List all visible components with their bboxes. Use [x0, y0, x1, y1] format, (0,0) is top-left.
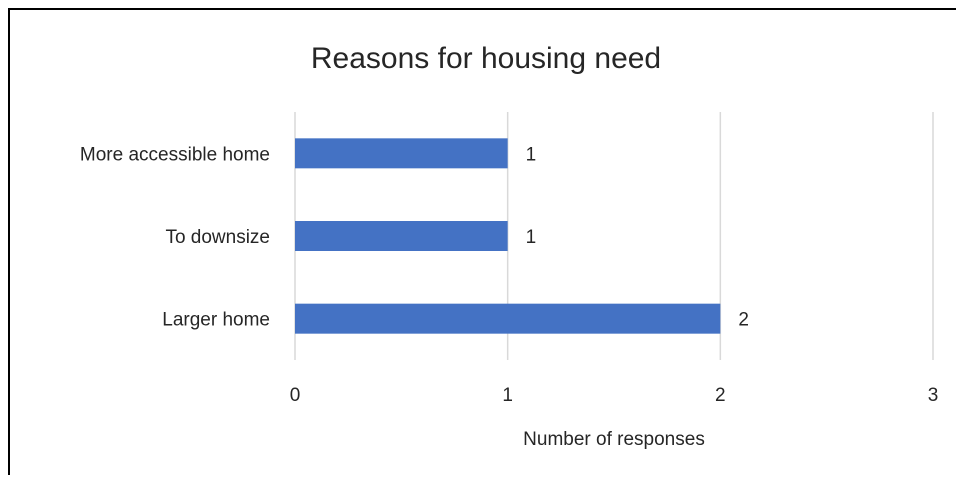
- x-axis-title: Number of responses: [523, 429, 705, 450]
- bar-0: [295, 138, 508, 169]
- data-labels: 1 1 2: [526, 144, 749, 330]
- x-tick-label-3: 3: [928, 385, 939, 406]
- data-label-1: 1: [526, 227, 537, 248]
- x-tick-label-2: 2: [715, 385, 726, 406]
- x-tick-labels: 0 1 2 3: [290, 385, 939, 406]
- category-label-0: More accessible home: [80, 144, 270, 165]
- bar-1: [295, 221, 508, 251]
- category-labels: More accessible home To downsize Larger ho…: [80, 144, 270, 330]
- x-tick-label-1: 1: [502, 385, 513, 406]
- category-label-1: To downsize: [165, 227, 270, 248]
- data-label-2: 2: [738, 310, 749, 331]
- x-tick-label-0: 0: [290, 385, 301, 406]
- category-label-2: Larger home: [162, 310, 270, 331]
- bar-2: [295, 303, 721, 334]
- data-label-0: 1: [526, 144, 537, 165]
- chart-title: Reasons for housing need: [311, 42, 661, 75]
- bars: [295, 138, 721, 334]
